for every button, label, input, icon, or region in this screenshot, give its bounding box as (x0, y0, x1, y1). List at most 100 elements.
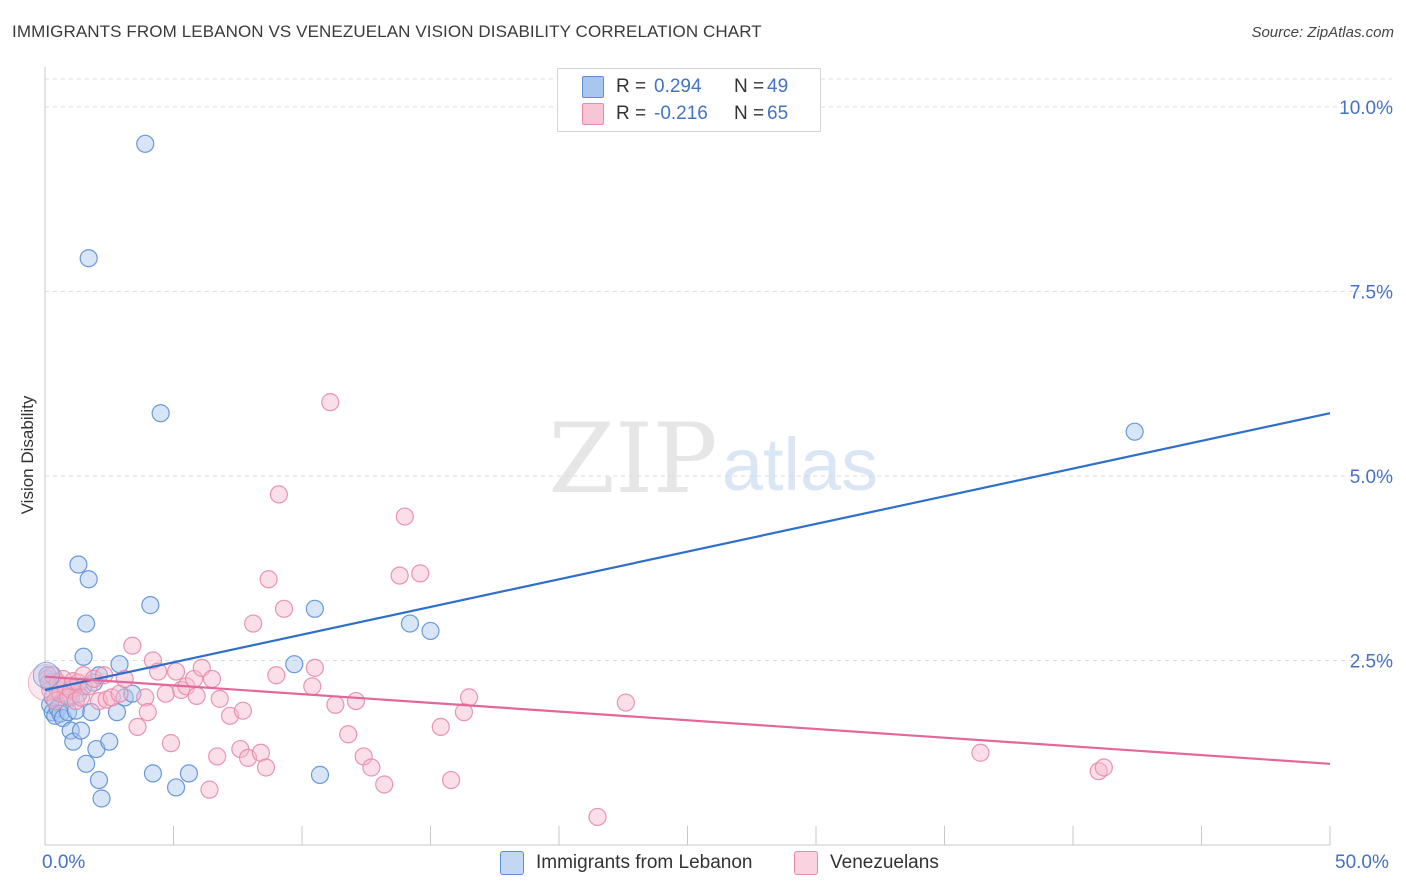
legend-n-value: 65 (767, 103, 789, 124)
y-tick-label: 2.5% (1350, 651, 1393, 672)
lebanon-point (305, 599, 324, 618)
lebanon-point (285, 655, 304, 674)
lebanon-cluster-point (32, 661, 60, 689)
lebanon-trend-line (44, 412, 1331, 692)
lebanon-point (48, 699, 67, 718)
legend-swatch-pink (582, 103, 604, 125)
y-tick-label: 7.5% (1350, 282, 1393, 303)
lebanon-point (143, 764, 163, 783)
lebanon-point (61, 721, 80, 740)
lebanon-point (77, 614, 96, 633)
venezuelan-point (305, 658, 324, 677)
venezuelan-point (256, 758, 276, 777)
lebanon-point (310, 765, 330, 784)
lebanon-point (421, 621, 440, 641)
lebanon-point (92, 789, 111, 808)
x-tick-label-min: 0.0% (42, 852, 86, 873)
venezuelan-point (375, 775, 394, 794)
venezuelan-point (1094, 758, 1113, 777)
legend-swatch-blue (582, 76, 604, 98)
venezuelan-point (303, 677, 322, 696)
series-legend-lebanon[interactable]: Immigrants from Lebanon (500, 851, 753, 875)
venezuelan-point (233, 701, 252, 720)
lebanon-point (1125, 422, 1144, 441)
legend-row-venezuelans: R = -0.216 N = 65 (582, 101, 788, 127)
venezuelan-point (395, 507, 414, 526)
lebanon-point (400, 614, 420, 633)
venezuelan-point (321, 393, 340, 412)
series-legend: Immigrants from Lebanon Venezuelans (0, 851, 1406, 877)
series-label: Immigrants from Lebanon (536, 852, 753, 873)
lebanon-point (179, 764, 199, 783)
legend-r-value: -0.216 (654, 103, 708, 124)
venezuelan-point (200, 780, 219, 799)
legend-r-label: R = (616, 76, 647, 97)
venezuelan-cluster-point (27, 664, 65, 702)
lebanon-point (136, 134, 155, 153)
venezuelan-point (166, 662, 186, 681)
lebanon-point (89, 770, 109, 790)
venezuelan-point (208, 747, 227, 766)
venezuelan-point (259, 570, 278, 589)
lebanon-point (71, 721, 91, 740)
series-legend-venezuelans[interactable]: Venezuelans (794, 851, 939, 875)
venezuelan-point (138, 703, 157, 722)
correlation-legend: R = 0.294 N = 49 R = -0.216 N = 65 (557, 68, 821, 132)
lebanon-point (79, 570, 98, 589)
venezuelan-point (431, 717, 450, 737)
gridlines (45, 78, 1392, 661)
venezuelan-point (441, 770, 461, 790)
y-tick-label: 5.0% (1350, 467, 1393, 488)
lebanon-point (69, 555, 88, 574)
lebanon-point (100, 732, 119, 751)
venezuelan-point (346, 691, 366, 711)
x-tick-label-max: 50.0% (1335, 852, 1389, 873)
venezuelan-point (128, 717, 147, 737)
y-tick-label: 10.0% (1339, 98, 1393, 119)
legend-r-value: 0.294 (654, 76, 702, 97)
venezuelan-point (411, 564, 430, 583)
venezuelan-point (192, 658, 211, 677)
venezuelan-point (459, 688, 479, 707)
series-swatch-blue (500, 851, 524, 875)
y-tick-labels: 2.5% 5.0% 7.5% 10.0% (1339, 98, 1393, 673)
venezuelan-point (326, 695, 345, 714)
series-label: Venezuelans (830, 852, 939, 873)
venezuelan-point (161, 734, 181, 753)
watermark-atlas: atlas (722, 423, 878, 506)
lebanon-point (74, 647, 93, 666)
venezuelan-point (339, 725, 358, 744)
venezuelan-point (156, 684, 175, 703)
legend-n-label: N = (734, 76, 765, 97)
trend-lines (44, 412, 1331, 765)
venezuelan-point (390, 566, 409, 585)
legend-r-label: R = (616, 103, 647, 124)
venezuelan-point (616, 693, 635, 712)
venezuelan-point (244, 614, 263, 633)
venezuelan-point (123, 636, 142, 655)
lebanon-point (79, 249, 98, 268)
series-swatch-pink (794, 851, 818, 875)
lebanon-point (77, 754, 96, 773)
watermark-zip: ZIP (548, 403, 717, 515)
venezuelan-point (267, 666, 286, 685)
venezuelan-point (202, 669, 222, 689)
chart-title: IMMIGRANTS FROM LEBANON VS VENEZUELAN VI… (12, 22, 762, 41)
venezuelan-point (274, 599, 294, 618)
venezuelan-point (588, 807, 607, 827)
watermark: ZIP atlas (548, 403, 878, 515)
venezuelan-trend-line (44, 675, 1331, 765)
legend-n-label: N = (734, 103, 765, 124)
lebanon-point (141, 596, 160, 615)
legend-n-value: 49 (767, 76, 789, 97)
venezuelan-point (187, 686, 206, 706)
lebanon-point (151, 404, 170, 423)
data-points (27, 134, 1144, 827)
source-credit: Source: ZipAtlas.com (1251, 24, 1394, 41)
venezuelan-point (362, 758, 381, 777)
lebanon-point (166, 778, 186, 797)
venezuelan-point (136, 688, 155, 707)
venezuelan-point (269, 485, 288, 504)
venezuelan-point (971, 743, 990, 762)
